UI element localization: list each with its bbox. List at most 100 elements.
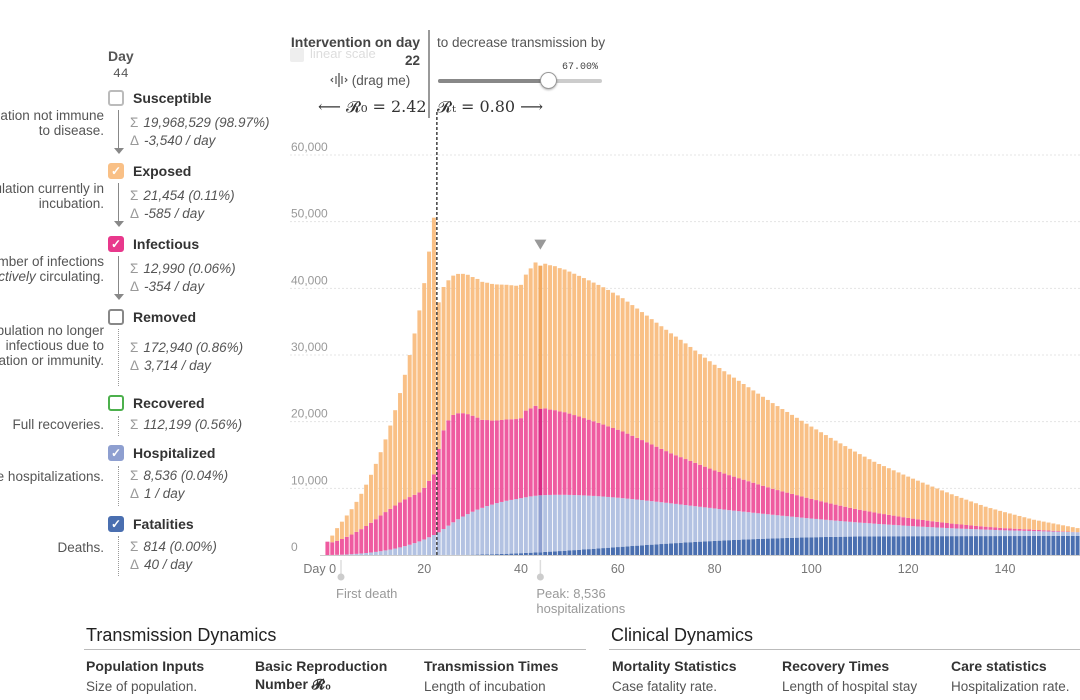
bar-hospitalized — [552, 494, 557, 552]
day-label: Day — [108, 48, 134, 64]
bar-infectious — [572, 415, 577, 496]
bar-fatalities — [973, 536, 978, 555]
bar-hospitalized — [548, 494, 553, 552]
category-hospitalized[interactable]: ✓ Hospitalized — [108, 443, 215, 463]
bar-exposed — [465, 274, 470, 415]
fatalities-total: 814 (0.00%) — [143, 539, 217, 554]
bar-fatalities — [499, 553, 504, 555]
bar-fatalities — [964, 536, 969, 555]
y-tick-label: 0 — [291, 540, 298, 554]
bar-infectious — [862, 510, 867, 523]
bar-exposed — [891, 470, 896, 516]
bar-infectious — [1002, 528, 1007, 531]
bar-infectious — [456, 413, 461, 520]
bar-fatalities — [533, 552, 538, 555]
category-removed[interactable]: Removed — [108, 307, 196, 327]
bar-infectious — [693, 462, 698, 507]
bar-infectious — [1046, 530, 1051, 532]
infectious-checkbox[interactable]: ✓ — [108, 236, 124, 252]
bar-hospitalized — [949, 528, 954, 537]
category-fatalities[interactable]: ✓ Fatalities — [108, 514, 194, 534]
bar-exposed — [727, 374, 732, 476]
bar-exposed — [1056, 524, 1061, 532]
bar-exposed — [688, 346, 693, 461]
bar-fatalities — [731, 539, 736, 555]
recovered-stats: Σ 112,199 (0.56%) — [130, 416, 242, 434]
bar-exposed — [940, 490, 945, 523]
category-exposed[interactable]: ✓ Exposed — [108, 161, 191, 181]
bar-infectious — [402, 499, 407, 547]
decrease-slider[interactable] — [438, 72, 602, 89]
bar-fatalities — [882, 536, 886, 555]
linear-scale-toggle[interactable]: linear scale — [290, 46, 376, 62]
x-tick-label: 40 — [514, 562, 528, 576]
bar-exposed — [751, 390, 756, 483]
category-infectious[interactable]: ✓ Infectious — [108, 234, 199, 254]
bar-hospitalized — [785, 516, 790, 538]
bar-hospitalized — [804, 518, 809, 538]
bar-exposed — [552, 266, 557, 411]
bar-infectious — [702, 466, 707, 508]
annotation-dot — [536, 573, 544, 581]
bar-exposed — [712, 364, 717, 471]
transmission-divider — [84, 649, 586, 650]
bar-hospitalized — [954, 528, 959, 537]
bar-infectious — [533, 405, 538, 496]
bar-infectious — [649, 444, 654, 502]
susceptible-checkbox[interactable] — [108, 90, 124, 106]
bar-hospitalized — [848, 521, 853, 537]
fatalities-checkbox[interactable]: ✓ — [108, 516, 124, 532]
exposed-checkbox[interactable]: ✓ — [108, 163, 124, 179]
bar-exposed — [673, 336, 678, 456]
bar-infectious — [843, 506, 848, 522]
removed-checkbox[interactable] — [108, 309, 124, 325]
bar-hospitalized — [354, 553, 359, 555]
bar-hospitalized — [930, 527, 935, 537]
bar-fatalities — [644, 545, 649, 555]
bar-exposed — [1041, 521, 1046, 531]
bar-hospitalized — [630, 499, 635, 547]
bar-exposed — [606, 289, 611, 427]
category-susceptible[interactable]: Susceptible — [108, 88, 212, 108]
bar-hospitalized — [906, 525, 911, 537]
bar-infectious — [983, 526, 988, 530]
bar-exposed — [470, 277, 475, 416]
hospitalized-checkbox[interactable]: ✓ — [108, 445, 124, 461]
bar-fatalities — [693, 541, 698, 555]
bar-infectious — [925, 520, 930, 527]
bar-hospitalized — [741, 511, 746, 540]
bar-hospitalized — [644, 500, 649, 545]
decrease-slider-thumb[interactable] — [539, 72, 557, 89]
bar-exposed — [557, 268, 562, 412]
bar-infectious — [489, 420, 494, 505]
hospitalized-delta: 1 / day — [144, 486, 185, 501]
bar-exposed — [809, 426, 814, 499]
bar-fatalities — [1051, 535, 1056, 555]
bar-hospitalized — [843, 521, 848, 537]
bar-fatalities — [920, 536, 925, 555]
bar-exposed — [756, 393, 761, 485]
bar-infectious — [838, 505, 843, 522]
bar-infectious — [596, 422, 601, 497]
bar-exposed — [959, 497, 964, 525]
flow-connector — [118, 183, 119, 223]
bar-fatalities — [523, 552, 528, 555]
bar-infectious — [940, 522, 945, 528]
linear-scale-checkbox[interactable] — [290, 47, 304, 62]
bar-infectious — [761, 485, 765, 514]
bar-exposed — [988, 508, 993, 528]
bar-exposed — [630, 305, 635, 436]
mortality-statistics-sub: Case fatality rate. — [612, 679, 718, 694]
susceptible-delta: -3,540 / day — [144, 133, 216, 148]
recovered-checkbox[interactable] — [108, 395, 124, 411]
bar-infectious — [852, 508, 857, 523]
bar-infectious — [683, 459, 688, 506]
bar-fatalities — [959, 536, 964, 555]
bar-exposed — [964, 499, 969, 525]
bar-exposed — [969, 501, 974, 526]
transmission-dynamics-title: Transmission Dynamics — [86, 625, 277, 645]
y-tick-label: 60,000 — [291, 140, 328, 154]
category-recovered[interactable]: Recovered — [108, 393, 205, 413]
intervention-drag-handle[interactable]: (drag me) — [330, 72, 410, 88]
bar-hospitalized — [998, 530, 1003, 537]
